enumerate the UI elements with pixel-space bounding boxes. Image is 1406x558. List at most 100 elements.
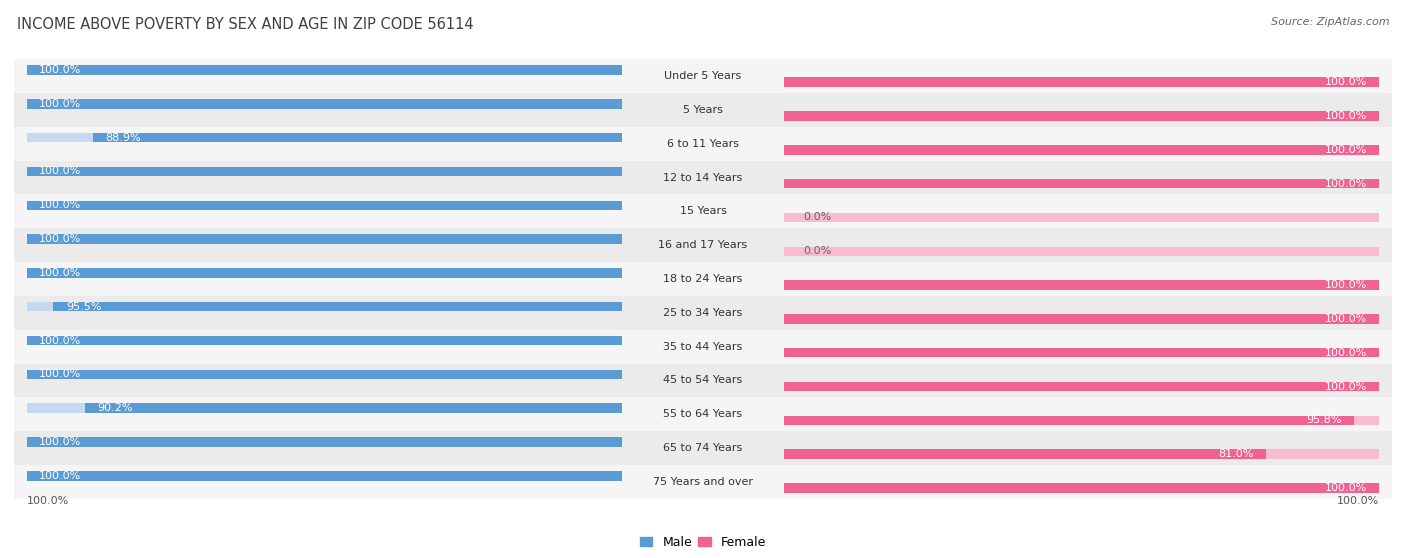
Bar (14, 397, 1392, 431)
Text: 65 to 74 Years: 65 to 74 Years (664, 443, 742, 453)
Text: 100.0%: 100.0% (39, 369, 82, 379)
Bar (27, 234, 621, 244)
Bar (785, 78, 1379, 87)
Bar (785, 416, 1379, 425)
Text: 100.0%: 100.0% (39, 234, 82, 244)
Bar (27, 133, 621, 142)
Bar (27, 167, 621, 176)
Text: 100.0%: 100.0% (1324, 382, 1367, 392)
Text: INCOME ABOVE POVERTY BY SEX AND AGE IN ZIP CODE 56114: INCOME ABOVE POVERTY BY SEX AND AGE IN Z… (17, 17, 474, 32)
Text: 100.0%: 100.0% (1324, 179, 1367, 189)
Text: Under 5 Years: Under 5 Years (665, 71, 741, 81)
Bar (84, 403, 621, 413)
Bar (27, 234, 621, 244)
Bar (785, 314, 1379, 324)
Text: 81.0%: 81.0% (1219, 449, 1254, 459)
Bar (785, 280, 1379, 290)
Text: 100.0%: 100.0% (39, 335, 82, 345)
Bar (27, 268, 621, 278)
Text: 6 to 11 Years: 6 to 11 Years (666, 139, 740, 149)
Bar (27, 99, 621, 109)
Bar (785, 348, 1379, 358)
Text: 100.0%: 100.0% (1324, 145, 1367, 155)
Bar (785, 145, 1379, 155)
Bar (14, 127, 1392, 161)
Bar (785, 449, 1267, 459)
Text: 100.0%: 100.0% (39, 268, 82, 278)
Text: 100.0%: 100.0% (39, 437, 82, 447)
Text: Source: ZipAtlas.com: Source: ZipAtlas.com (1271, 17, 1389, 27)
Text: 15 Years: 15 Years (679, 206, 727, 217)
Text: 100.0%: 100.0% (39, 166, 82, 176)
Text: 90.2%: 90.2% (97, 403, 134, 413)
Bar (27, 268, 621, 278)
Bar (53, 302, 621, 311)
Text: 100.0%: 100.0% (1337, 496, 1379, 506)
Bar (785, 382, 1379, 391)
Bar (27, 65, 621, 75)
Bar (785, 111, 1379, 121)
Text: 35 to 44 Years: 35 to 44 Years (664, 341, 742, 352)
Bar (27, 471, 621, 480)
Bar (14, 161, 1392, 194)
Bar (785, 78, 1379, 87)
Bar (14, 364, 1392, 397)
Bar (785, 179, 1379, 189)
Bar (27, 65, 621, 75)
Text: 100.0%: 100.0% (1324, 314, 1367, 324)
Bar (14, 431, 1392, 465)
Text: 75 Years and over: 75 Years and over (652, 477, 754, 487)
Bar (785, 247, 1379, 256)
Text: 55 to 64 Years: 55 to 64 Years (664, 409, 742, 419)
Text: 12 to 14 Years: 12 to 14 Years (664, 172, 742, 182)
Bar (14, 59, 1392, 93)
Bar (14, 296, 1392, 330)
Bar (27, 369, 621, 379)
Bar (14, 330, 1392, 364)
Bar (14, 194, 1392, 228)
Text: 0.0%: 0.0% (803, 246, 831, 256)
Bar (14, 465, 1392, 499)
Text: 100.0%: 100.0% (1324, 111, 1367, 121)
Bar (785, 348, 1379, 358)
Text: 95.5%: 95.5% (66, 302, 101, 312)
Bar (14, 228, 1392, 262)
Text: 100.0%: 100.0% (1324, 77, 1367, 87)
Bar (27, 336, 621, 345)
Bar (785, 280, 1379, 290)
Bar (785, 483, 1379, 493)
Text: 100.0%: 100.0% (1324, 483, 1367, 493)
Text: 100.0%: 100.0% (39, 471, 82, 481)
Bar (785, 314, 1379, 324)
Bar (785, 416, 1354, 425)
Bar (27, 437, 621, 447)
Text: 100.0%: 100.0% (39, 99, 82, 109)
Bar (27, 167, 621, 176)
Text: 100.0%: 100.0% (1324, 280, 1367, 290)
Bar (93, 133, 621, 142)
Bar (785, 449, 1379, 459)
Bar (785, 111, 1379, 121)
Bar (27, 99, 621, 109)
Bar (785, 382, 1379, 391)
Text: 5 Years: 5 Years (683, 105, 723, 115)
Text: 100.0%: 100.0% (39, 200, 82, 210)
Text: 0.0%: 0.0% (803, 213, 831, 223)
Bar (27, 200, 621, 210)
Text: 88.9%: 88.9% (105, 133, 141, 143)
Text: 16 and 17 Years: 16 and 17 Years (658, 240, 748, 250)
Bar (785, 213, 1379, 222)
Bar (27, 403, 621, 413)
Text: 45 to 54 Years: 45 to 54 Years (664, 376, 742, 386)
Text: 25 to 34 Years: 25 to 34 Years (664, 308, 742, 318)
Bar (785, 145, 1379, 155)
Bar (27, 437, 621, 447)
Bar (785, 483, 1379, 493)
Bar (27, 369, 621, 379)
Bar (785, 179, 1379, 189)
Bar (14, 262, 1392, 296)
Bar (27, 336, 621, 345)
Bar (27, 471, 621, 480)
Text: 100.0%: 100.0% (39, 65, 82, 75)
Text: 100.0%: 100.0% (1324, 348, 1367, 358)
